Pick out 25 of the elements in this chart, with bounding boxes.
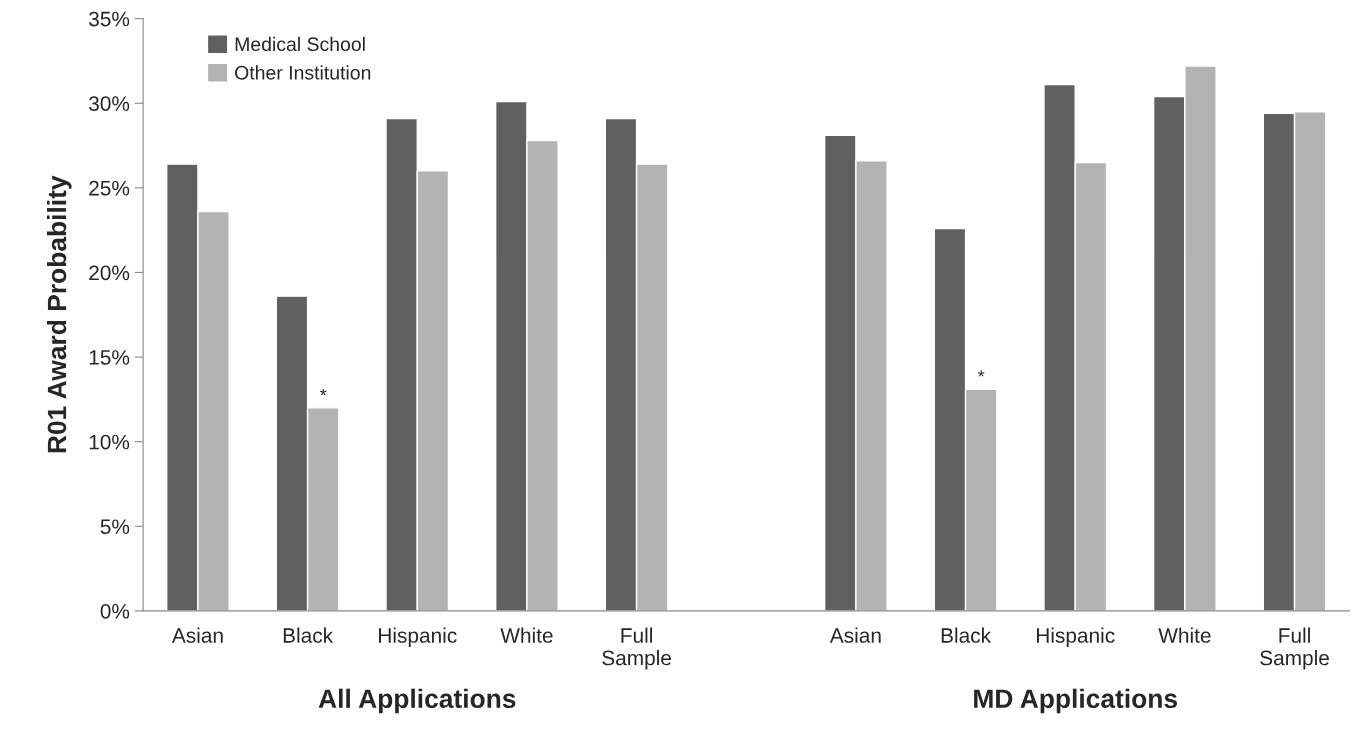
x-tick-label: Black: [283, 627, 334, 643]
x-tick-label: White: [1158, 627, 1211, 643]
x-tick-label: Hispanic: [379, 627, 457, 647]
y-axis-title: R01 Award Probability: [46, 175, 72, 453]
y-tick-label: 25%: [89, 180, 130, 196]
annotation: *: [320, 388, 327, 396]
y-tick-label: 5%: [100, 519, 130, 535]
x-tick-label: Asian: [171, 627, 223, 643]
legend-label: Other Institution: [235, 65, 371, 80]
legend-label: Medical School: [235, 36, 365, 52]
annotation: *: [977, 370, 985, 377]
y-tick-label: 30%: [89, 96, 130, 111]
y-tick-label: 10%: [89, 434, 130, 450]
x-tick-label: Full Sample: [1260, 627, 1329, 670]
text: MD Applications: [974, 688, 1178, 714]
x-tick-label: Black: [941, 627, 992, 643]
y-tick-label: 15%: [89, 350, 130, 365]
y-tick-label: 35%: [89, 11, 130, 27]
x-tick-label: White: [500, 627, 553, 643]
y-tick-label: 0%: [100, 603, 130, 619]
y-tick-label: 20%: [89, 265, 130, 281]
text: All Applications: [318, 688, 516, 714]
x-tick-label: Asian: [829, 627, 881, 643]
x-tick-label: Full Sample: [602, 627, 671, 670]
x-tick-label: Hispanic: [1036, 627, 1115, 647]
